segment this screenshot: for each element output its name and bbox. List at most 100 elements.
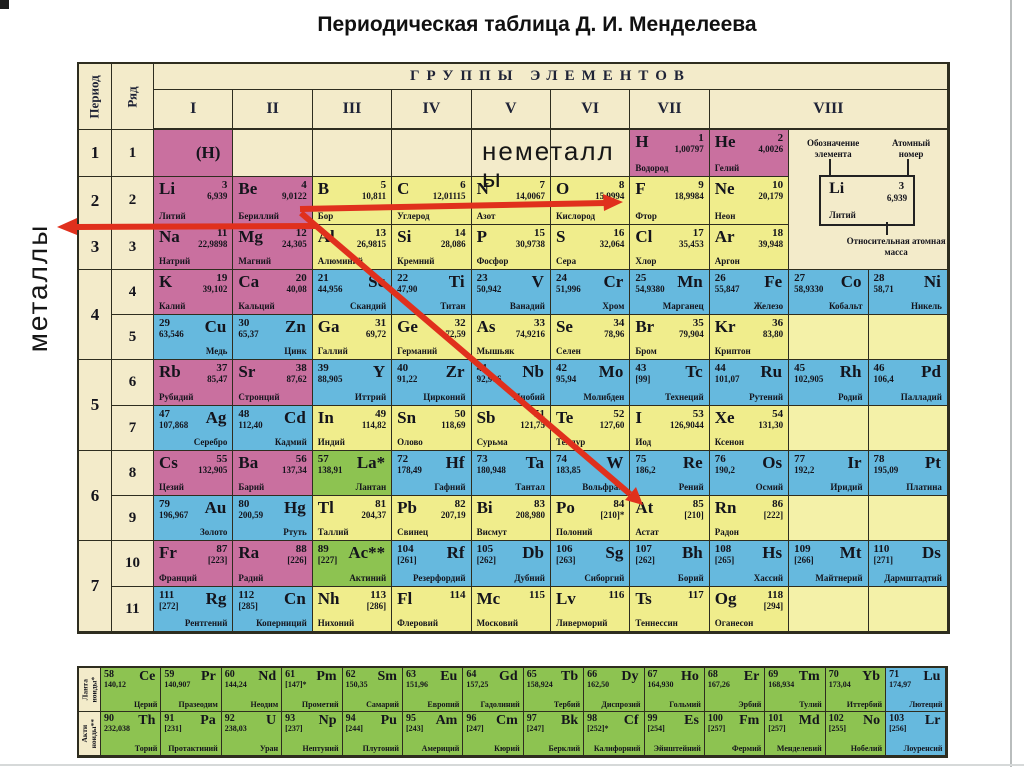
element-atomic-number: 95 <box>405 713 416 724</box>
element-atomic-mass: [262] <box>476 555 497 565</box>
element-atomic-number: 52 <box>613 408 625 420</box>
period-number-2: 2 <box>79 177 112 225</box>
element-atomic-mass: 183,85 <box>555 465 581 475</box>
element-atomic-number: 33 <box>533 317 545 329</box>
element-atomic-mass: 150,35 <box>345 680 368 689</box>
element-atomic-number: 60 <box>224 669 235 680</box>
element-cell-ta: Ta 73 180,948 Тантал <box>471 451 551 496</box>
element-symbol: Bi <box>476 498 493 517</box>
element-atomic-mass: [247] <box>466 724 484 733</box>
element-atomic-mass: 58,9330 <box>794 284 824 294</box>
slide-corner-mark <box>0 0 9 9</box>
group-header-II: II <box>233 90 313 130</box>
period-column-header-label: Период <box>87 74 102 119</box>
element-cell-la: La* 57 138,91 Лантан <box>312 451 393 496</box>
element-cell-hs: Hs 108 [265] Хассий <box>709 541 790 587</box>
element-cell-at: At 85 [210] Астат <box>630 496 710 541</box>
element-atomic-mass: 118,69 <box>441 420 466 430</box>
element-atomic-mass: 14,0067 <box>515 191 545 201</box>
element-atomic-number: 101 <box>768 713 784 724</box>
element-name: Теннессин <box>635 618 678 628</box>
actinides-row-label: Акти ноиды** <box>79 712 101 756</box>
element-symbol: Ta <box>525 453 544 472</box>
element-cell-mo: Mo 42 95,94 Молибден <box>550 360 631 406</box>
element-atomic-mass: [266] <box>794 555 814 565</box>
element-name: Калифорний <box>593 744 641 753</box>
element-cell-ca: Ca 20 40,08 Кальций <box>233 270 313 315</box>
element-atomic-mass: [147]* <box>285 680 307 689</box>
element-cell-ce: Ce 58 140,12 Церий <box>101 668 162 712</box>
element-cell-no: No 102 [255] Нобелий <box>825 712 887 756</box>
element-atomic-mass: 132,905 <box>198 465 228 475</box>
period-number-5: 5 <box>79 360 112 451</box>
element-atomic-mass: 157,25 <box>466 680 489 689</box>
legend-atomic-mass-label: Относительная атомная масса <box>846 236 946 257</box>
element-cell-sn: Sn 50 118,69 Олово <box>392 406 472 451</box>
element-cell-kr: Kr 36 83,80 Криптон <box>709 315 790 360</box>
element-symbol: Rf <box>446 543 465 562</box>
element-name: Кремний <box>397 256 435 266</box>
element-atomic-mass: 144,24 <box>224 680 247 689</box>
element-name: Цирконий <box>423 392 466 402</box>
element-name: Рубидий <box>159 392 194 402</box>
element-name: Стронций <box>238 392 280 402</box>
element-name: Ксенон <box>714 437 745 447</box>
element-cell-ba: Ba 56 137,34 Барий <box>233 451 313 496</box>
element-cell-cu: Cu 29 63,546 Медь <box>154 315 234 360</box>
element-atomic-mass: 22,9898 <box>198 239 228 249</box>
element-atomic-mass: 138,91 <box>317 465 343 475</box>
element-name: Тантал <box>515 482 545 492</box>
element-atomic-mass: 158,924 <box>526 680 553 689</box>
element-atomic-number: 117 <box>687 589 704 601</box>
element-name: Ливерморий <box>555 618 608 628</box>
element-atomic-number: 83 <box>533 498 545 510</box>
element-atomic-mass: 186,2 <box>635 465 656 475</box>
element-name: Фосфор <box>476 256 509 266</box>
element-name: Криптон <box>714 346 751 356</box>
element-name: Лоуренсий <box>903 744 943 753</box>
element-atomic-number: 21 <box>317 272 329 284</box>
element-symbol: Cs <box>159 453 178 472</box>
element-name: Гольмий <box>669 700 701 709</box>
element-symbol: Fr <box>159 543 177 562</box>
element-name: Натрий <box>159 256 191 266</box>
row-number-4: 4 <box>112 270 154 315</box>
element-atomic-mass: 74,9216 <box>515 329 545 339</box>
element-atomic-number: 34 <box>613 317 625 329</box>
element-name: Празеодим <box>178 700 218 709</box>
element-atomic-mass: 126,9044 <box>669 420 704 430</box>
element-cell-pt: Pt 78 195,09 Платина <box>868 451 948 496</box>
element-cell-fr: Fr 87 [223] Франций <box>154 541 234 587</box>
element-atomic-number: 37 <box>216 362 228 374</box>
element-name: Хлор <box>635 256 657 266</box>
element-atomic-mass: [263] <box>555 555 576 565</box>
element-symbol: Ca <box>238 272 260 291</box>
element-name: Астат <box>635 527 659 537</box>
element-symbol: W <box>606 453 624 472</box>
element-atomic-mass: [227] <box>317 555 338 565</box>
element-atomic-mass: [265] <box>714 555 735 565</box>
element-atomic-number: 7 <box>539 179 545 191</box>
row-label-text: Акти ноиды** <box>79 718 98 749</box>
element-symbol: Ac** <box>348 543 386 562</box>
page-title: Периодическая таблица Д. И. Менделеева <box>317 13 757 36</box>
element-atomic-number: 54 <box>772 408 784 420</box>
element-name: Галлий <box>317 346 348 356</box>
element-cell-ir: Ir 77 192,2 Иридий <box>789 451 869 496</box>
element-name: Резерфордий <box>413 573 466 583</box>
element-atomic-number: 27 <box>794 272 806 284</box>
element-symbol: Es <box>684 713 699 728</box>
element-symbol: Hf <box>445 453 465 472</box>
element-cell-re: Re 75 186,2 Рений <box>630 451 710 496</box>
element-name: Тулий <box>799 700 822 709</box>
element-atomic-mass: 196,967 <box>159 510 189 520</box>
element-symbol: Rh <box>839 362 862 381</box>
element-name: Неон <box>714 211 736 221</box>
element-atomic-mass: 65,37 <box>238 329 259 339</box>
element-symbol: Tb <box>561 669 579 684</box>
element-cell-ti: Ti 22 47,90 Титан <box>392 270 472 315</box>
element-atomic-mass: 18,9984 <box>674 191 704 201</box>
element-atomic-mass: 20,179 <box>758 191 784 201</box>
element-cell-f: F 9 18,9984 Фтор <box>630 177 710 225</box>
element-atomic-number: 112 <box>238 589 255 601</box>
